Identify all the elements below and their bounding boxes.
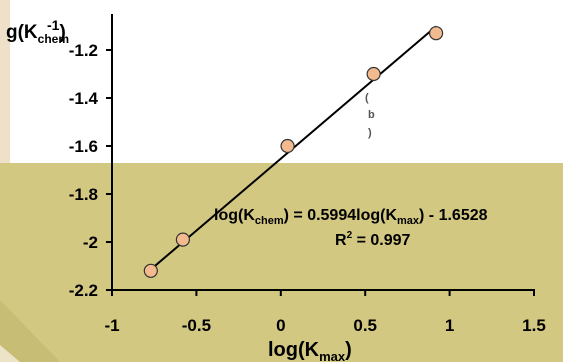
data-point (428, 26, 444, 41)
axes (111, 14, 535, 291)
data-point (143, 263, 158, 278)
x-tick-label: 1 (445, 316, 454, 335)
annotation-b-letter: b (368, 109, 375, 121)
x-tick-label: -1 (104, 316, 119, 335)
background-olive-band (0, 163, 563, 362)
fit-equation: log(Kchem) = 0.5994log(Kmax) - 1.6528 (214, 207, 488, 227)
x-tick-label: 0.5 (353, 316, 377, 335)
y-axis-label: g(Kchem-1) (6, 17, 69, 46)
x-tick-label: -0.5 (182, 316, 211, 335)
y-tick-label: -2.2 (69, 281, 98, 300)
data-point (175, 232, 190, 247)
data-points (143, 26, 444, 278)
y-tick-label: -1.6 (69, 137, 98, 156)
x-axis-label: log(Kmax) (268, 339, 352, 362)
data-point (366, 66, 381, 82)
x-tick-label: 1.5 (522, 316, 546, 335)
data-point (280, 138, 295, 154)
y-tick-label: -1.8 (69, 185, 98, 204)
x-ticks: -1 -0.5 0 0.5 1 1.5 (104, 290, 546, 335)
y-ticks: -2.2 -2 -1.8 -1.6 -1.4 -1.2 (69, 41, 112, 300)
y-tick-label: -2 (83, 233, 98, 252)
annotation-b-open: ( (365, 92, 369, 104)
y-tick-label: -1.2 (69, 41, 98, 60)
r-squared-label: R2 = 0.997 (335, 230, 411, 249)
annotation-b-close: ) (368, 127, 372, 139)
x-tick-label: 0 (276, 316, 285, 335)
y-tick-label: -1.4 (69, 89, 99, 108)
